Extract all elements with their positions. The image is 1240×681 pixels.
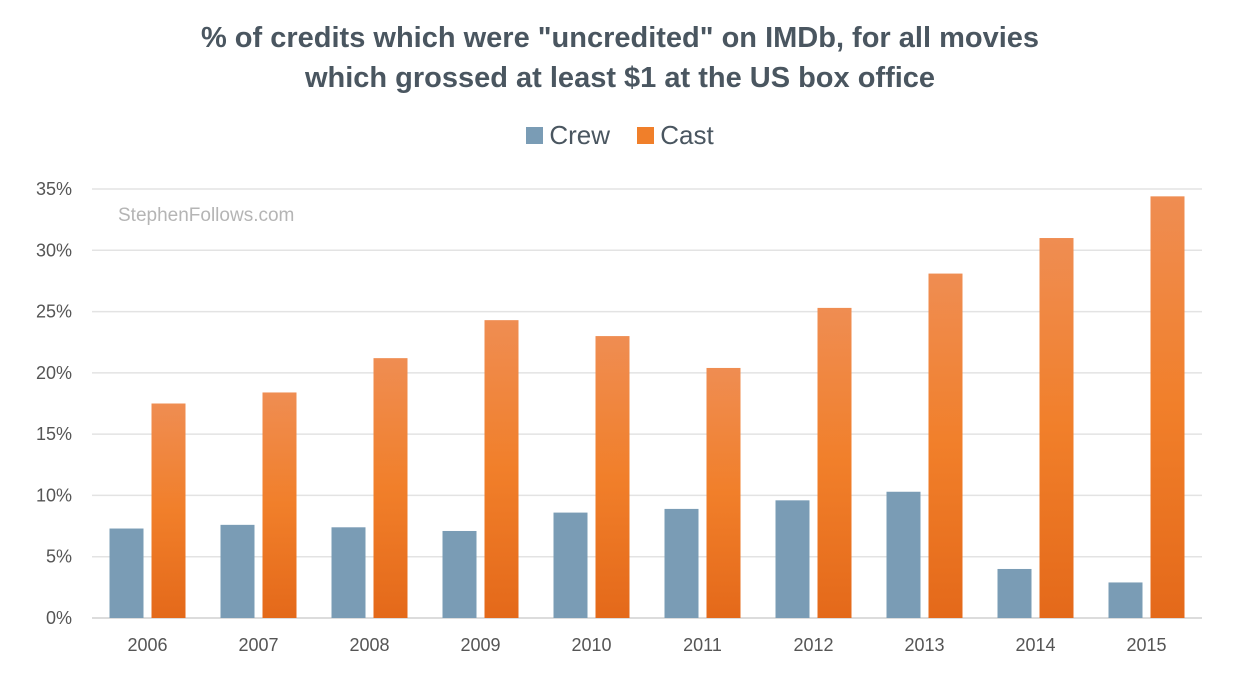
x-tick-label: 2011 <box>683 635 722 655</box>
x-tick-label: 2013 <box>904 635 944 655</box>
bar-crew-2008 <box>331 527 366 618</box>
y-tick-label: 5% <box>46 547 72 567</box>
x-tick-label: 2010 <box>571 635 611 655</box>
y-tick-label: 10% <box>36 485 72 505</box>
bar-crew-2009 <box>442 530 477 618</box>
x-tick-label: 2015 <box>1126 635 1166 655</box>
legend: Crew Cast <box>0 120 1240 151</box>
x-tick-label: 2012 <box>793 635 833 655</box>
bar-cast-2006 <box>151 403 186 618</box>
x-tick-label: 2006 <box>127 635 167 655</box>
bar-crew-2010 <box>553 512 588 618</box>
y-tick-label: 20% <box>36 363 72 383</box>
x-tick-label: 2009 <box>460 635 500 655</box>
bar-crew-2015 <box>1108 582 1143 618</box>
legend-label-crew: Crew <box>549 120 610 150</box>
y-tick-label: 25% <box>36 302 72 322</box>
bar-cast-2009 <box>484 320 519 618</box>
bar-cast-2012 <box>817 307 852 618</box>
bar-crew-2014 <box>997 568 1032 618</box>
y-tick-label: 0% <box>46 608 72 628</box>
bar-cast-2015 <box>1150 196 1185 618</box>
x-tick-label: 2007 <box>238 635 278 655</box>
bar-cast-2008 <box>373 358 408 618</box>
y-tick-label: 35% <box>36 179 72 199</box>
y-tick-label: 30% <box>36 240 72 260</box>
bar-crew-2007 <box>220 524 255 618</box>
bar-crew-2012 <box>775 500 810 618</box>
bar-cast-2010 <box>595 336 630 618</box>
x-tick-label: 2008 <box>349 635 389 655</box>
bar-cast-2014 <box>1039 238 1074 618</box>
bar-crew-2006 <box>109 528 144 618</box>
bar-crew-2011 <box>664 508 699 618</box>
legend-swatch-crew <box>526 127 544 144</box>
legend-item-crew: Crew <box>526 120 610 151</box>
bar-crew-2013 <box>886 491 921 618</box>
legend-item-cast: Cast <box>637 120 714 151</box>
chart-title-line-1: % of credits which were "uncredited" on … <box>200 22 1040 54</box>
bar-cast-2007 <box>262 392 297 618</box>
bar-cast-2011 <box>706 367 741 618</box>
x-tick-label: 2014 <box>1015 635 1055 655</box>
chart-title-line-2: which grossed at least $1 at the US box … <box>304 62 936 94</box>
legend-swatch-cast <box>637 127 655 144</box>
bar-cast-2013 <box>928 273 963 618</box>
chart-title: % of credits which were "uncredited" on … <box>0 18 1240 98</box>
legend-label-cast: Cast <box>660 120 714 150</box>
y-tick-label: 15% <box>36 424 72 444</box>
watermark: StephenFollows.com <box>118 205 294 226</box>
